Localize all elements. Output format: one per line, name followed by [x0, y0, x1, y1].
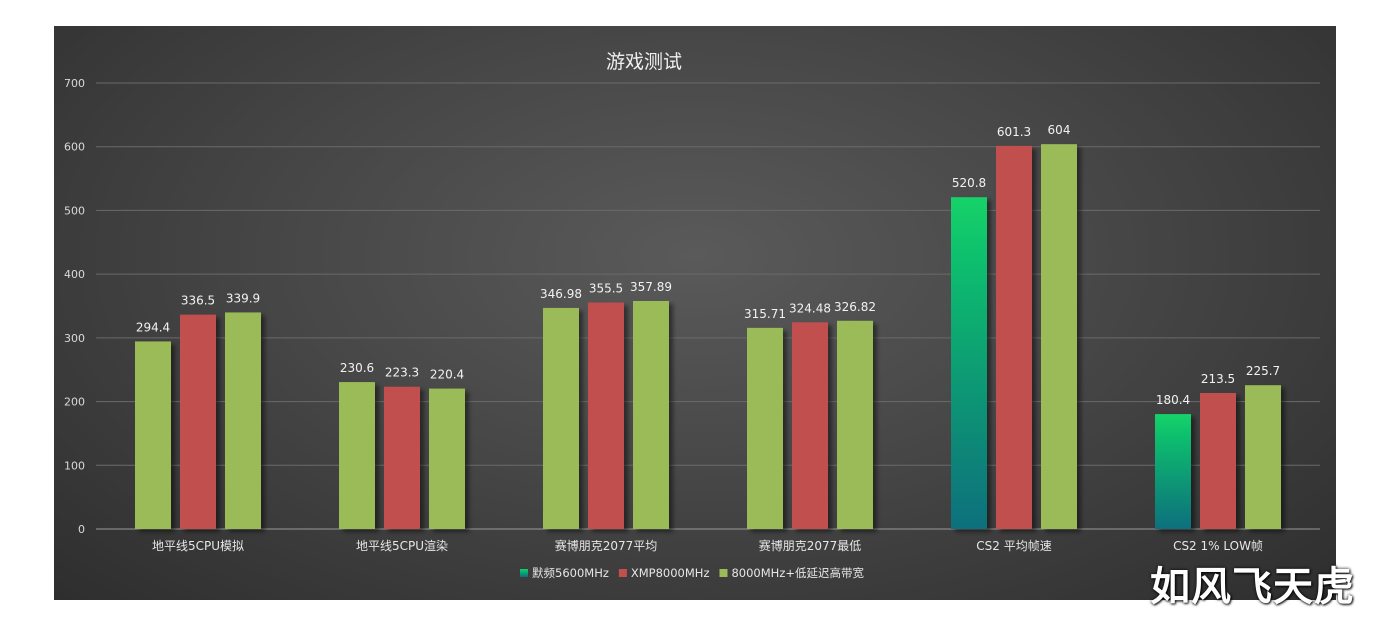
- bar: [429, 388, 465, 529]
- x-tick-label: 地平线5CPU模拟: [152, 539, 244, 553]
- data-label: 326.82: [834, 300, 876, 314]
- data-label: 315.71: [744, 307, 786, 321]
- data-label: 213.5: [1201, 372, 1235, 386]
- y-tick-label: 100: [64, 459, 85, 472]
- data-label: 324.48: [789, 301, 831, 315]
- legend-label: 默频5600MHz: [532, 566, 609, 580]
- chart-panel: 0 100 200 300 400 500 600 700 地平线5CPU模拟 地平线5CPU渲染…: [54, 26, 1336, 600]
- bar-chart: 0 100 200 300 400 500 600 700 地平线5CPU模拟 地平线5CPU渲染…: [64, 51, 1320, 580]
- legend-label: XMP8000MHz: [631, 566, 710, 580]
- data-label: 601.3: [997, 125, 1031, 139]
- data-label: 230.6: [340, 361, 374, 375]
- x-tick-label: 赛博朋克2077最低: [759, 538, 862, 553]
- data-label: 339.9: [226, 291, 260, 305]
- data-label: 336.5: [181, 294, 215, 308]
- bar: [1041, 144, 1077, 529]
- bar: [180, 314, 216, 529]
- data-label: 180.4: [1156, 393, 1190, 407]
- bar: [225, 312, 261, 529]
- data-label: 225.7: [1246, 364, 1280, 378]
- bar: [837, 320, 873, 529]
- y-tick-label: 300: [64, 332, 85, 345]
- data-label: 223.3: [385, 366, 419, 380]
- bar: [951, 197, 987, 529]
- y-tick-label: 600: [64, 141, 85, 154]
- legend-swatch: [719, 569, 728, 577]
- x-tick-label: 地平线5CPU渲染: [356, 538, 448, 553]
- watermark: 如风飞天虎: [1150, 564, 1355, 610]
- data-label: 357.89: [630, 280, 672, 294]
- y-tick-label: 400: [64, 268, 85, 281]
- y-tick-label: 700: [64, 77, 85, 90]
- bar: [792, 322, 828, 529]
- bar: [996, 145, 1032, 530]
- bar: [1200, 392, 1236, 529]
- legend: 默频5600MHz XMP8000MHz 8000MHz+低延迟高带宽: [520, 566, 864, 580]
- bar: [747, 327, 783, 529]
- data-label: 346.98: [540, 287, 582, 301]
- data-label: 220.4: [430, 368, 464, 382]
- chart-title: 游戏测试: [606, 51, 682, 73]
- data-label: 294.4: [136, 320, 170, 334]
- legend-swatch: [520, 569, 528, 577]
- bar: [1155, 414, 1191, 529]
- bar: [339, 382, 375, 529]
- legend-label: 8000MHz+低延迟高带宽: [731, 566, 864, 580]
- bar: [384, 386, 420, 529]
- data-label: 520.8: [952, 176, 986, 190]
- x-tick-label: CS2 平均帧速: [976, 539, 1051, 553]
- bar: [135, 341, 171, 529]
- bar: [588, 302, 624, 529]
- bar: [543, 307, 579, 529]
- bar: [633, 300, 669, 529]
- data-label: 604: [1048, 123, 1071, 137]
- legend-swatch: [618, 569, 627, 577]
- y-tick-label: 200: [64, 396, 85, 409]
- x-tick-label: CS2 1% LOW帧: [1173, 539, 1263, 553]
- y-tick-label: 0: [78, 523, 85, 536]
- bar: [1245, 385, 1281, 529]
- x-tick-label: 赛博朋克2077平均: [555, 538, 658, 553]
- data-label: 355.5: [589, 281, 623, 295]
- y-tick-label: 500: [64, 204, 85, 217]
